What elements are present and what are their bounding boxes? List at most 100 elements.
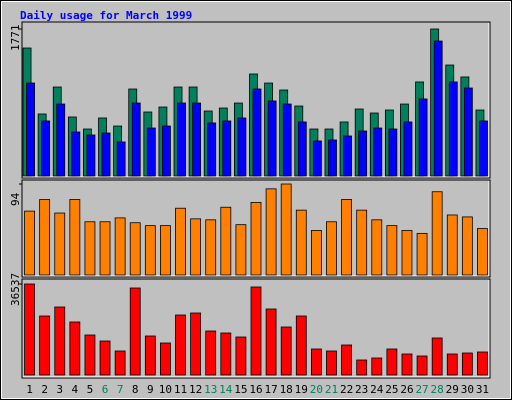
bar [220, 332, 232, 376]
bar [310, 230, 322, 276]
bar [39, 199, 51, 276]
x-tick-label: 17 [264, 383, 277, 396]
bar [26, 82, 35, 177]
bar [24, 283, 35, 376]
x-tick-label: 19 [295, 383, 308, 396]
bar [401, 230, 413, 276]
x-tick-label: 2 [41, 383, 48, 396]
bar [431, 191, 443, 276]
x-tick-label: 14 [219, 383, 233, 396]
bar [177, 102, 186, 177]
bar [146, 127, 156, 177]
bar [101, 132, 111, 177]
x-tick-label: 21 [325, 383, 338, 396]
x-tick-label: 25 [385, 383, 398, 396]
bar [175, 207, 186, 276]
x-tick-label: 18 [280, 383, 293, 396]
bar [144, 335, 156, 376]
bar [310, 348, 322, 376]
x-tick-label: 10 [159, 383, 172, 396]
bar [205, 330, 217, 376]
x-tick-label: 15 [234, 383, 247, 396]
bar [207, 122, 217, 177]
bar [144, 225, 156, 276]
bar [371, 357, 383, 376]
x-tick-label: 23 [355, 383, 368, 396]
bar [356, 209, 368, 276]
bar [265, 308, 277, 376]
y-tick-label: 1771 [9, 25, 22, 52]
bar [341, 344, 352, 376]
bar [326, 221, 337, 276]
bar [54, 212, 66, 276]
bar [192, 102, 202, 177]
bar [54, 306, 66, 376]
bar [250, 201, 262, 276]
bar [341, 199, 352, 276]
bar [433, 40, 443, 177]
bar [84, 334, 96, 376]
bar [131, 102, 141, 177]
x-tick-label: 11 [174, 383, 187, 396]
bar [477, 228, 488, 276]
bar [328, 139, 337, 177]
x-tick-label: 4 [72, 383, 79, 396]
bar [114, 350, 126, 376]
bar [252, 88, 262, 177]
bar [190, 218, 202, 276]
y-tick-label: 94 [9, 192, 22, 206]
bar [416, 232, 428, 276]
bar [190, 312, 202, 376]
x-tick-label: 29 [446, 383, 459, 396]
bar [461, 216, 473, 276]
x-tick-label: 24 [370, 383, 384, 396]
bar [371, 219, 383, 276]
bar [295, 209, 307, 276]
x-tick-label: 13 [204, 383, 217, 396]
bar [265, 188, 277, 276]
x-tick-label: 28 [431, 383, 444, 396]
bar [386, 348, 398, 376]
bar [175, 314, 186, 376]
x-tick-label: 12 [189, 383, 202, 396]
bar [162, 125, 171, 177]
bar [56, 103, 66, 177]
bar [418, 98, 428, 177]
bar [448, 81, 458, 177]
bar [446, 353, 458, 376]
bar [446, 214, 458, 276]
x-tick-label: 7 [117, 383, 124, 396]
bar [84, 221, 96, 276]
bar [235, 336, 247, 376]
bar [116, 141, 126, 177]
bar [129, 222, 141, 276]
x-tick-label: 6 [102, 383, 109, 396]
bar [160, 225, 171, 276]
x-tick-label: 9 [147, 383, 154, 396]
bar [280, 326, 292, 376]
x-tick-label: 16 [249, 383, 262, 396]
bar [326, 350, 337, 376]
bar [401, 353, 413, 376]
x-tick-label: 1 [26, 383, 33, 396]
x-tick-label: 5 [87, 383, 94, 396]
bar [295, 315, 307, 376]
bar [386, 225, 398, 276]
y-tick-label: 36537 [9, 273, 22, 306]
x-tick-label: 3 [56, 383, 63, 396]
bar [282, 103, 292, 177]
bar [205, 219, 217, 276]
x-tick-label: 26 [400, 383, 413, 396]
bar [114, 217, 126, 276]
bar [358, 130, 368, 177]
bar [463, 87, 473, 177]
bar [99, 221, 111, 276]
bar [416, 355, 428, 376]
bar [86, 134, 96, 177]
bar [222, 120, 232, 177]
bar [250, 286, 262, 376]
bar [388, 128, 398, 177]
bar [297, 121, 307, 177]
bar [461, 352, 473, 376]
